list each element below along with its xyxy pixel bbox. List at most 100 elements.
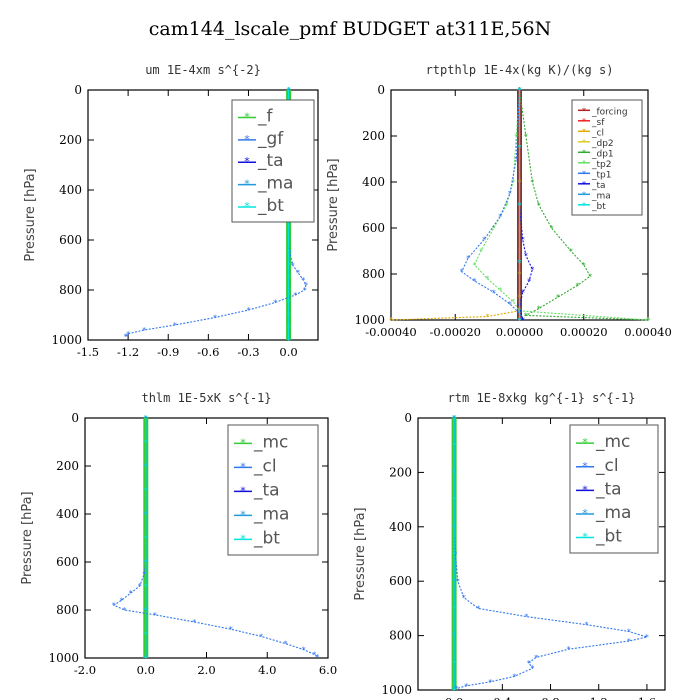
data-point: * [588, 272, 592, 281]
data-point: * [287, 336, 291, 345]
legend-entry: _bt [595, 527, 622, 547]
data-point: * [518, 316, 522, 325]
data-point: * [550, 224, 554, 233]
y-tick-label: 800 [389, 629, 412, 643]
data-point: * [530, 265, 534, 274]
data-point: * [213, 314, 217, 323]
data-point: * [144, 606, 148, 615]
legend-box [231, 99, 315, 223]
data-point: * [142, 326, 146, 335]
legend-marker: * [240, 532, 246, 545]
legend-entry: _gf [257, 129, 284, 149]
data-point: * [287, 324, 291, 333]
data-point: * [122, 606, 126, 615]
legend-marker: * [582, 138, 586, 147]
data-point: * [476, 604, 480, 613]
legend-marker: * [240, 436, 246, 449]
data-point: * [126, 330, 130, 339]
data-point: * [293, 291, 297, 300]
data-point: * [518, 259, 522, 268]
data-point: * [287, 299, 291, 308]
legend-entry: _tp1 [591, 170, 611, 180]
legend-entry: _ma [253, 504, 289, 524]
legend-box [227, 424, 319, 556]
data-point: * [144, 462, 148, 471]
data-point: * [485, 313, 489, 322]
legend-entry: _mc [595, 432, 630, 452]
data-point: * [142, 570, 146, 579]
y-tick-label: 800 [56, 603, 79, 617]
legend-marker: * [582, 531, 588, 544]
data-point: * [521, 316, 525, 325]
series-line-dp1 [518, 89, 649, 321]
x-tick-label: -0.3 [237, 345, 259, 359]
data-point: * [518, 316, 522, 325]
legend-entry: _forcing [591, 107, 628, 117]
data-point: * [229, 625, 233, 634]
data-point: * [556, 293, 560, 302]
series-line-cl [453, 418, 650, 690]
panel-title: rtpthlp 1E-4x(kg K)/(kg s) [426, 63, 614, 77]
data-point: * [527, 659, 531, 668]
panel-title: rtm 1E-8xkg kg^{-1} s^{-1} [448, 391, 636, 405]
data-point: * [498, 286, 502, 295]
y-axis-label: Pressure [hPa] [20, 491, 35, 584]
legend-entry: _cl [595, 456, 619, 476]
x-tick-label: -1.2 [117, 345, 139, 359]
data-point: * [287, 249, 291, 258]
x-tick-label: -0.6 [197, 345, 219, 359]
legend-marker: * [582, 190, 586, 199]
legend-entry: _sf [591, 118, 605, 128]
data-point: * [567, 645, 571, 654]
data-point: * [505, 201, 509, 210]
data-point: * [646, 316, 650, 325]
data-point: * [521, 316, 525, 325]
data-point: * [452, 441, 456, 450]
data-point: * [524, 132, 528, 141]
data-point: * [492, 288, 496, 297]
legend-entry: _ma [591, 191, 611, 201]
legend-marker: * [244, 133, 250, 146]
x-tick-label: 0.00000 [496, 325, 544, 339]
data-point: * [283, 640, 287, 649]
y-tick-label: 1000 [354, 313, 385, 327]
legend: * _mc * _cl * _ta * _ma * _bt [227, 424, 319, 556]
legend-entry: _ta [257, 151, 284, 171]
data-point: * [453, 550, 457, 559]
series-line-gf [125, 90, 307, 337]
data-point: * [462, 594, 466, 603]
x-tick-label: 0.0 [279, 345, 297, 359]
data-point: * [452, 686, 456, 695]
data-point: * [582, 261, 586, 270]
data-point: * [452, 414, 456, 423]
data-point: * [518, 86, 522, 95]
legend-marker: * [244, 178, 250, 191]
data-point: * [460, 268, 464, 277]
data-point: * [452, 550, 456, 559]
data-point: * [452, 577, 456, 586]
data-point: * [575, 282, 579, 291]
data-point: * [287, 286, 291, 295]
y-tick-label: 1000 [48, 651, 79, 665]
x-tick-label: 1.6 [638, 695, 656, 700]
data-point: * [302, 646, 306, 655]
legend-marker: * [582, 460, 588, 473]
data-point: * [508, 300, 512, 309]
data-point: * [303, 286, 307, 295]
y-tick-label: 800 [362, 267, 385, 281]
data-point: * [287, 336, 291, 345]
legend-marker: * [244, 110, 250, 123]
data-point: * [627, 637, 631, 646]
data-point: * [452, 604, 456, 613]
data-point: * [537, 305, 541, 314]
data-point: * [144, 438, 148, 447]
data-point: * [464, 682, 468, 691]
data-point: * [530, 664, 534, 673]
y-tick-label: 1000 [51, 333, 82, 347]
x-tick-label: -2.0 [74, 663, 96, 677]
legend-entry: _ta [253, 480, 280, 500]
panel-title: thlm 1E-5xK s^{-1} [141, 391, 271, 405]
legend-marker: * [240, 460, 246, 473]
data-point: * [123, 332, 127, 341]
